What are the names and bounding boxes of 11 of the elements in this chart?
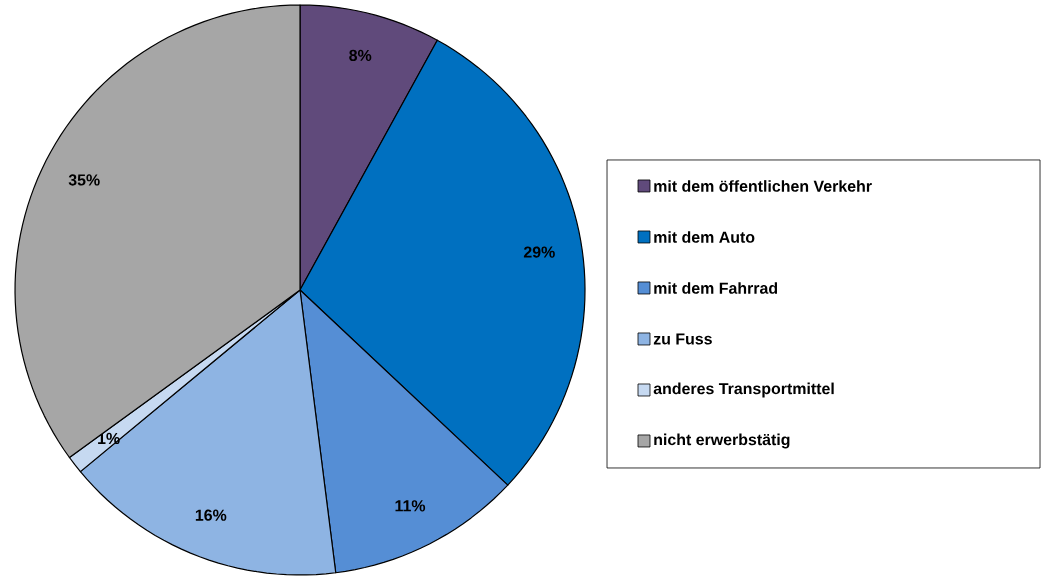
data-label: 8% (349, 49, 372, 62)
data-label: 11% (395, 500, 426, 512)
legend-label: nicht erwerbstätig (654, 433, 790, 449)
legend-label: zu Fuss (653, 333, 712, 345)
legend-label: mit dem Auto (654, 231, 755, 243)
legend-label: mit dem öffentlichen Verkehr (654, 180, 872, 192)
legend-label: mit dem Fahrrad (654, 282, 778, 294)
data-label: 35% (68, 174, 100, 186)
data-label: 29% (523, 246, 555, 258)
legend-label: anderes Transportmittel (653, 382, 834, 398)
data-label: 16% (195, 509, 227, 521)
